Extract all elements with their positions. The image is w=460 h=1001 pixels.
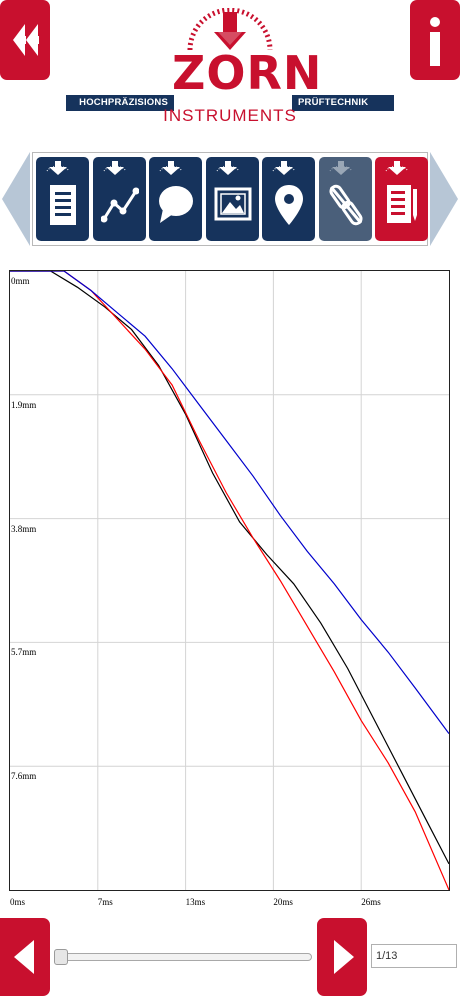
map-pin-icon bbox=[275, 185, 303, 225]
list-document-icon bbox=[50, 185, 76, 225]
x-tick-label: 7ms bbox=[97, 897, 113, 907]
y-tick-label: 0mm bbox=[11, 276, 30, 286]
chart-area bbox=[9, 270, 450, 891]
next-page-button[interactable] bbox=[317, 918, 367, 996]
y-tick-label: 7.6mm bbox=[11, 771, 37, 782]
x-tick-label: 20ms bbox=[273, 897, 293, 907]
edit-document-icon bbox=[387, 185, 417, 223]
tile-image[interactable] bbox=[205, 157, 259, 241]
down-arrow-icon bbox=[272, 161, 296, 175]
x-tick-label: 0ms bbox=[10, 897, 26, 907]
slider-thumb[interactable] bbox=[54, 949, 68, 965]
down-arrow-icon bbox=[329, 161, 352, 175]
speech-bubble-icon bbox=[159, 186, 193, 223]
page-number-field[interactable] bbox=[371, 944, 457, 968]
tile-chart[interactable] bbox=[92, 157, 146, 241]
tile-comment[interactable] bbox=[149, 157, 202, 241]
chevron-right-icon bbox=[334, 940, 354, 974]
y-tick-label: 5.7mm bbox=[11, 647, 37, 658]
down-arrow-icon bbox=[103, 161, 126, 175]
broken-link-icon bbox=[328, 184, 363, 226]
toolbar-prev-arrow[interactable] bbox=[0, 150, 32, 248]
chevron-left-icon bbox=[14, 940, 34, 974]
x-tick-label: 26ms bbox=[361, 897, 381, 907]
line-chart-icon bbox=[100, 187, 139, 223]
logo-left-tagline: HOCHPRÄZISIONS bbox=[66, 95, 174, 111]
down-arrow-icon bbox=[385, 161, 409, 175]
rewind-icon bbox=[13, 24, 39, 56]
logo-subbrand-text: INSTRUMENTS bbox=[163, 106, 297, 125]
page-slider[interactable] bbox=[54, 949, 312, 965]
slider-track bbox=[58, 953, 312, 961]
down-arrow-icon bbox=[46, 161, 70, 175]
down-arrow-icon bbox=[159, 161, 183, 175]
tile-unlink[interactable] bbox=[318, 157, 372, 241]
triangle-left-icon bbox=[2, 152, 30, 246]
series-line-3 bbox=[10, 271, 449, 734]
toolbar-next-arrow[interactable] bbox=[428, 150, 460, 248]
prev-page-button[interactable] bbox=[0, 918, 50, 996]
tile-location[interactable] bbox=[262, 157, 315, 241]
brand-logo: HOCHPRÄZISIONS PRÜFTECHNIK ZORN INSTRUME… bbox=[66, 8, 394, 128]
series-line-1 bbox=[10, 271, 449, 865]
logo-gauge-icon bbox=[187, 8, 273, 51]
tile-list[interactable] bbox=[36, 157, 89, 241]
back-button[interactable] bbox=[0, 0, 50, 80]
logo-right-tagline: PRÜFTECHNIK bbox=[292, 95, 394, 111]
info-button[interactable] bbox=[410, 0, 460, 80]
x-tick-label: 13ms bbox=[185, 897, 206, 907]
y-tick-label: 3.8mm bbox=[11, 523, 37, 534]
image-icon bbox=[214, 187, 251, 221]
down-arrow-icon bbox=[216, 161, 239, 175]
info-icon bbox=[430, 17, 440, 66]
y-tick-label: 1.9mm bbox=[11, 399, 37, 410]
displacement-chart bbox=[10, 271, 449, 890]
series-line-2 bbox=[10, 271, 449, 890]
tile-report[interactable] bbox=[375, 157, 428, 241]
logo-brand-text: ZORN bbox=[172, 46, 323, 100]
triangle-right-icon bbox=[430, 152, 458, 246]
